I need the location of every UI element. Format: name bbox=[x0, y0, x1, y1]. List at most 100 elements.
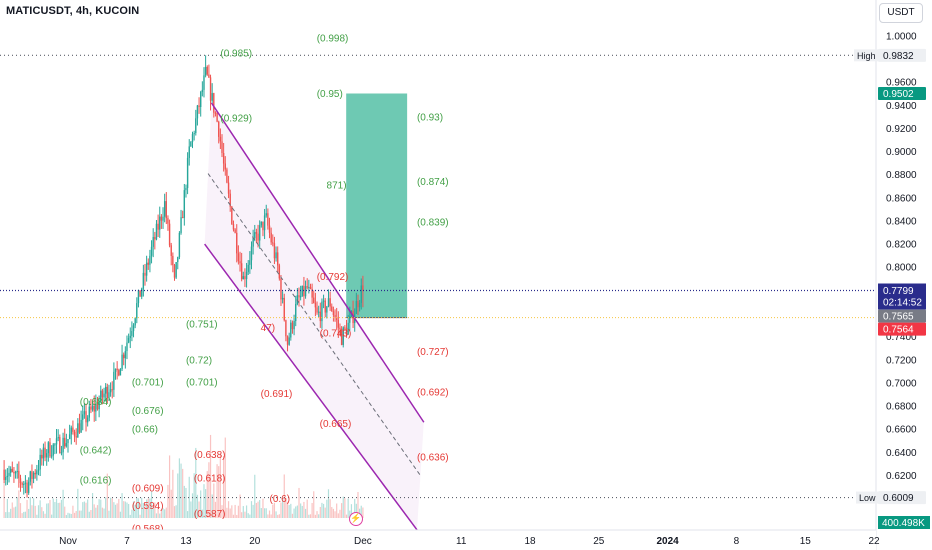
candle bbox=[265, 213, 267, 216]
fib-label: (0.727) bbox=[417, 347, 449, 358]
volume-bar bbox=[336, 503, 338, 518]
volume-bar bbox=[155, 513, 158, 518]
candle bbox=[219, 136, 222, 142]
candle bbox=[222, 153, 225, 164]
volume-bar bbox=[357, 492, 359, 518]
symbol-title[interactable]: MATICUSDT, 4h, KUCOIN bbox=[6, 5, 140, 17]
candle bbox=[324, 300, 326, 313]
candle bbox=[209, 77, 212, 101]
volume-bar bbox=[146, 499, 148, 518]
volume-bar bbox=[55, 498, 58, 518]
volume-bar bbox=[121, 493, 123, 518]
low-badge-text: 0.6009 bbox=[883, 493, 914, 504]
volume-bar bbox=[65, 514, 67, 518]
volume-bar bbox=[286, 501, 289, 518]
candle bbox=[193, 133, 195, 135]
candle bbox=[137, 290, 140, 304]
price-tick: 0.8800 bbox=[886, 170, 917, 181]
high-badge-text: 0.9832 bbox=[883, 51, 914, 62]
volume-bar bbox=[139, 514, 141, 518]
volume-bar bbox=[36, 514, 38, 518]
fib-label: (0.691) bbox=[261, 389, 293, 400]
volume-bar bbox=[329, 499, 331, 518]
volume-bar bbox=[265, 508, 267, 518]
volume-badge bbox=[878, 516, 930, 529]
volume-bar bbox=[119, 511, 122, 518]
volume-bar bbox=[183, 485, 185, 518]
volume-bar bbox=[150, 491, 153, 518]
time-tick: 8 bbox=[734, 536, 740, 547]
candle bbox=[190, 142, 192, 147]
volume-bar bbox=[360, 505, 362, 518]
candle bbox=[144, 272, 146, 276]
volume-bar bbox=[167, 484, 169, 518]
fib-label: (0.929) bbox=[220, 114, 252, 125]
candle bbox=[180, 217, 182, 233]
candle bbox=[216, 113, 218, 122]
candle bbox=[347, 322, 349, 335]
candle bbox=[281, 297, 284, 300]
time-tick: Dec bbox=[354, 536, 372, 547]
candle bbox=[103, 393, 105, 398]
volume-bar bbox=[334, 511, 336, 518]
volume-bar bbox=[345, 514, 348, 518]
candle bbox=[344, 327, 346, 329]
candle bbox=[39, 454, 41, 470]
fib-label: 47) bbox=[261, 323, 275, 334]
fib-label: 871) bbox=[327, 181, 347, 192]
volume-bar bbox=[98, 499, 100, 518]
volume-bar bbox=[213, 483, 215, 518]
candle bbox=[360, 285, 362, 303]
fib-label: (0.839) bbox=[417, 218, 449, 229]
channel-upper-line bbox=[210, 102, 425, 423]
volume-bar bbox=[290, 503, 292, 518]
stop-badge bbox=[878, 322, 926, 336]
time-tick: 15 bbox=[800, 536, 812, 547]
volume-bar bbox=[49, 500, 51, 518]
volume-bar bbox=[113, 502, 115, 518]
candle bbox=[14, 472, 17, 474]
candle bbox=[191, 134, 194, 143]
fib-label: (0.616) bbox=[80, 476, 112, 487]
volume-bar bbox=[293, 508, 295, 518]
volume-bar bbox=[218, 466, 220, 518]
candle bbox=[121, 354, 123, 369]
volume-bar bbox=[152, 508, 154, 518]
volume-bar bbox=[141, 497, 143, 518]
candle bbox=[26, 482, 28, 493]
price-tick: 0.6600 bbox=[886, 425, 917, 436]
volume-bar bbox=[190, 501, 192, 518]
flash-icon[interactable]: ⚡ bbox=[349, 512, 363, 526]
candle bbox=[111, 389, 113, 391]
candle bbox=[249, 260, 251, 265]
candle bbox=[272, 242, 274, 244]
volume-bar bbox=[306, 499, 308, 518]
candle bbox=[278, 265, 281, 279]
volume-bar bbox=[259, 499, 261, 518]
volume-bar bbox=[241, 512, 243, 518]
volume-bar bbox=[93, 504, 95, 518]
volume-bar bbox=[41, 507, 43, 518]
currency-button[interactable]: USDT bbox=[879, 3, 923, 23]
candle bbox=[329, 298, 331, 307]
candle bbox=[59, 437, 61, 453]
fib-label: (0.594) bbox=[132, 501, 164, 512]
volume-bar bbox=[144, 505, 146, 518]
candle bbox=[145, 262, 148, 276]
candle bbox=[31, 471, 33, 479]
fib-label: (0.998) bbox=[317, 34, 349, 45]
volume-bar bbox=[136, 497, 138, 518]
countdown-text: 02:14:52 bbox=[883, 297, 922, 308]
volume-bar bbox=[64, 506, 66, 518]
price-tick: 0.9400 bbox=[886, 101, 917, 112]
volume-bar bbox=[101, 507, 104, 518]
volume-bar bbox=[26, 499, 28, 518]
candle bbox=[339, 327, 341, 330]
price-tick: 0.9600 bbox=[886, 78, 917, 89]
volume-bar bbox=[96, 505, 99, 518]
volume-bar bbox=[344, 498, 346, 518]
volume-bar bbox=[44, 513, 46, 518]
candle bbox=[314, 303, 317, 308]
candle bbox=[221, 141, 223, 154]
